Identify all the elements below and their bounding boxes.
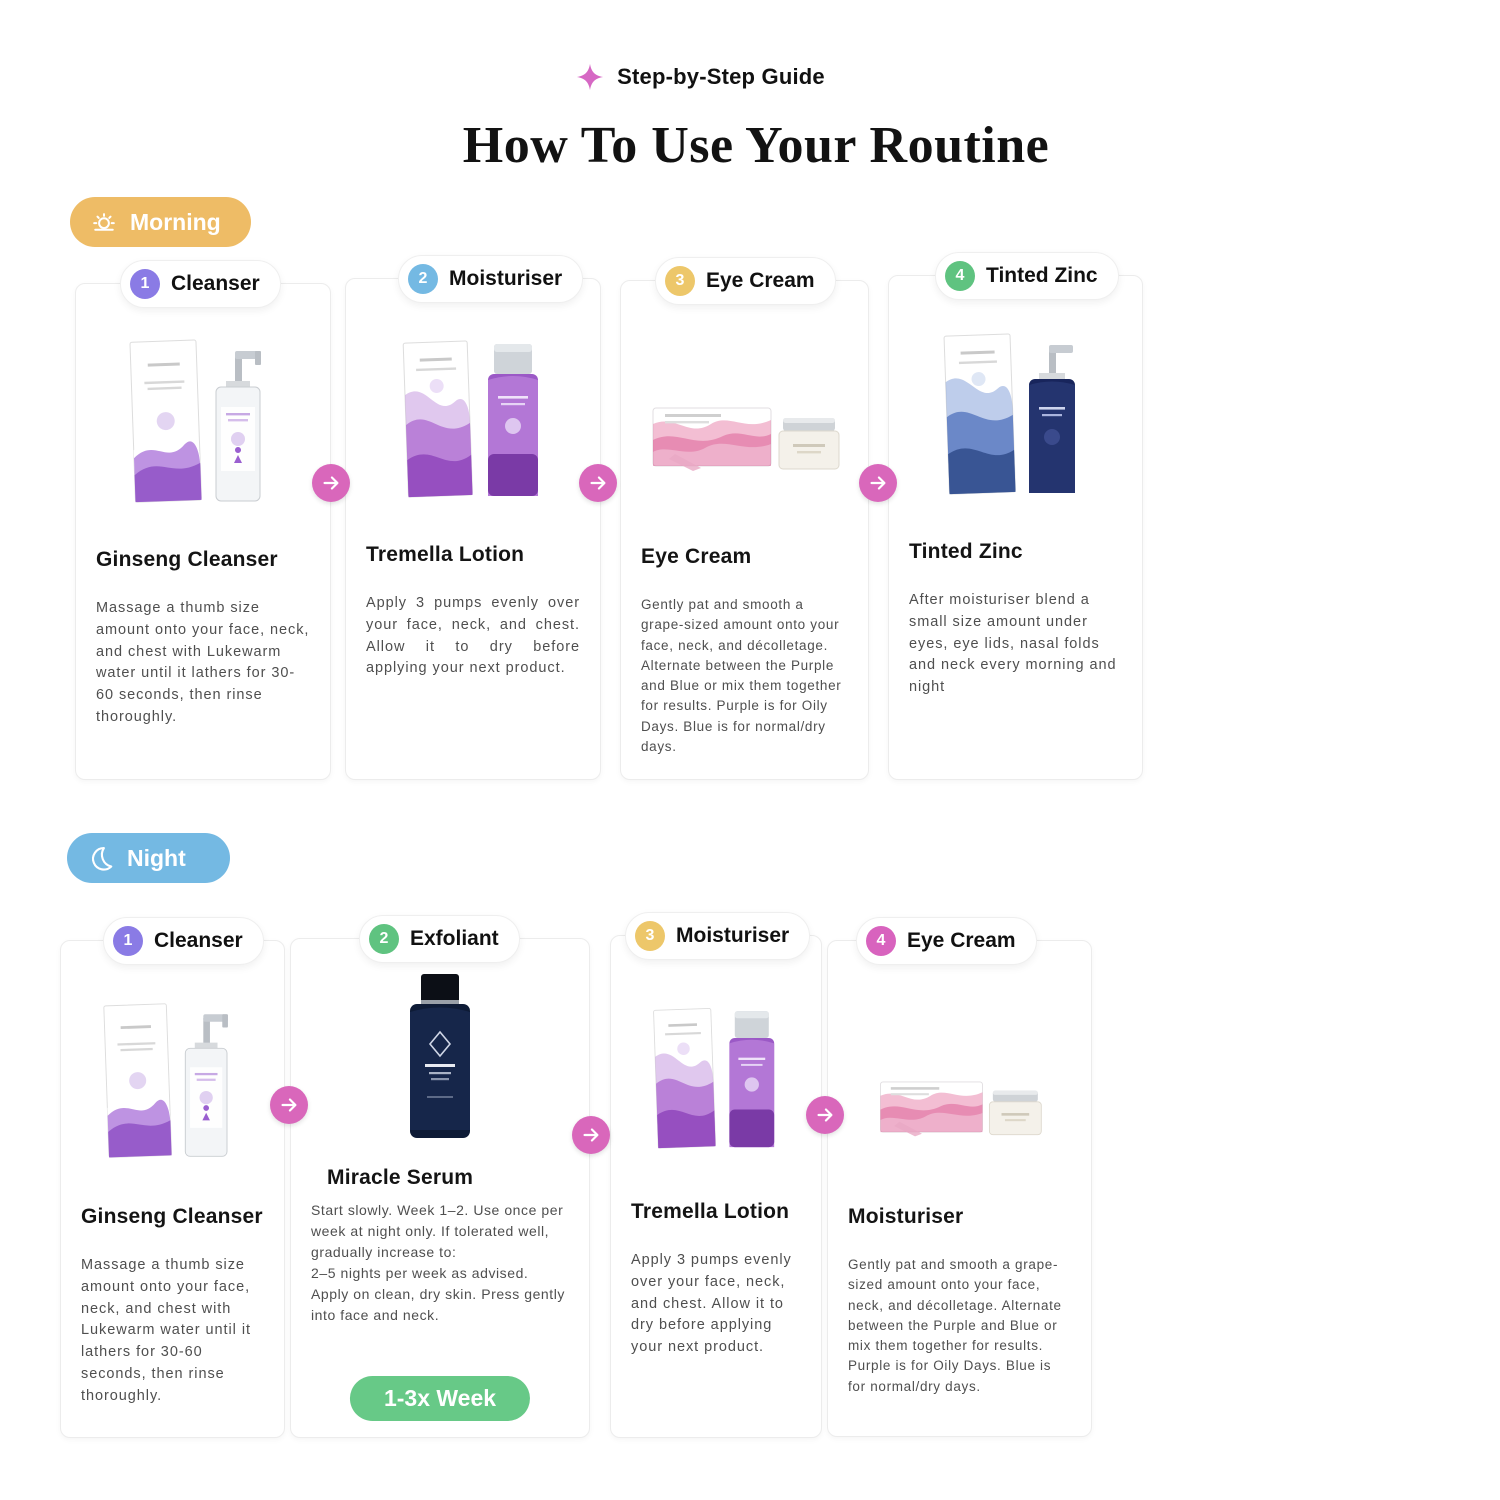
frequency-badge: 1-3x Week [349, 1376, 531, 1421]
product-title: Tremella Lotion [631, 1200, 790, 1223]
morning-card-cleanser: 1 Cleanser [75, 260, 331, 780]
product-image-eye-cream [848, 981, 1071, 1171]
step-number: 3 [665, 266, 695, 296]
arrow-icon [806, 1096, 844, 1134]
step-label: Eye Cream [907, 929, 1016, 952]
product-description: Apply 3 pumps evenly over your face, nec… [631, 1252, 792, 1355]
guide-eyebrow: Step-by-Step Guide [0, 62, 1400, 92]
product-image-ginseng-cleanser [96, 324, 310, 514]
product-title: Miracle Serum [327, 1166, 474, 1189]
morning-card-moisturiser: 2 Moisturiser [345, 255, 601, 780]
product-description: Gently pat and smooth a grape-sized amou… [641, 597, 842, 754]
step-label: Cleanser [171, 272, 260, 295]
step-pill: 4 Eye Cream [856, 917, 1037, 965]
step-pill: 2 Exfoliant [359, 915, 520, 963]
product-title: Moisturiser [848, 1205, 964, 1228]
night-card-exfoliant: 2 Exfoliant Miracle Serum Start slowly. … [290, 915, 590, 1438]
morning-label: Morning [130, 208, 221, 235]
product-image-tinted-zinc [909, 316, 1122, 506]
step-label: Tinted Zinc [986, 264, 1098, 287]
step-number: 1 [113, 926, 143, 956]
product-title: Ginseng Cleanser [81, 1205, 263, 1228]
eyebrow-label: Step-by-Step Guide [617, 64, 825, 89]
product-description: Gently pat and smooth a grape-sized amou… [848, 1257, 1062, 1394]
step-number: 4 [945, 261, 975, 291]
arrow-icon [859, 464, 897, 502]
step-number: 2 [408, 264, 438, 294]
moon-icon [92, 847, 113, 871]
morning-section-badge: Morning [70, 197, 251, 247]
step-number: 2 [369, 924, 399, 954]
morning-card-tinted-zinc: 4 Tinted Zinc [888, 252, 1143, 780]
product-image-tremella-lotion [631, 976, 801, 1166]
night-label: Night [127, 844, 186, 871]
product-title: Eye Cream [641, 545, 752, 568]
step-label: Moisturiser [676, 924, 790, 947]
step-label: Eye Cream [706, 269, 815, 292]
night-section-badge: Night [67, 833, 230, 883]
step-pill: 1 Cleanser [103, 917, 264, 965]
page-title: How To Use Your Routine [462, 117, 1050, 174]
step-pill: 4 Tinted Zinc [935, 252, 1119, 300]
product-description: Massage a thumb size amount onto your fa… [96, 600, 310, 725]
product-image-miracle-serum [311, 961, 569, 1146]
step-pill: 3 Eye Cream [655, 257, 836, 305]
step-label: Cleanser [154, 929, 243, 952]
arrow-icon [579, 464, 617, 502]
step-pill: 1 Cleanser [120, 260, 281, 308]
sunrise-icon [93, 213, 115, 231]
product-description: After moisturiser blend a small size amo… [909, 592, 1117, 695]
step-number: 4 [866, 926, 896, 956]
night-card-eye-cream: 4 Eye Cream [827, 917, 1092, 1437]
product-image-ginseng-cleanser [81, 981, 264, 1171]
step-pill: 2 Moisturiser [398, 255, 584, 303]
step-number: 1 [130, 269, 160, 299]
arrow-icon [312, 464, 350, 502]
product-description: Massage a thumb size amount onto your fa… [81, 1257, 251, 1404]
step-label: Moisturiser [449, 267, 563, 290]
morning-card-eye-cream: 3 Eye Cream [620, 257, 869, 780]
step-number: 3 [635, 921, 665, 951]
product-title: Tremella Lotion [366, 543, 525, 566]
product-image-tremella-lotion [366, 319, 580, 509]
product-description: Start slowly. Week 1–2. Use once per wee… [311, 1202, 565, 1323]
sparkle-icon [577, 63, 604, 91]
step-label: Exfoliant [410, 927, 499, 950]
product-image-eye-cream [641, 321, 848, 511]
product-title: Ginseng Cleanser [96, 548, 278, 571]
product-title: Tinted Zinc [909, 540, 1023, 563]
arrow-icon [572, 1116, 610, 1154]
night-card-cleanser: 1 Cleanser [60, 917, 285, 1438]
night-card-moisturiser: 3 Moisturiser [610, 912, 822, 1438]
product-description: Apply 3 pumps evenly over your face, nec… [366, 595, 580, 677]
step-pill: 3 Moisturiser [625, 912, 811, 960]
arrow-icon [270, 1086, 308, 1124]
